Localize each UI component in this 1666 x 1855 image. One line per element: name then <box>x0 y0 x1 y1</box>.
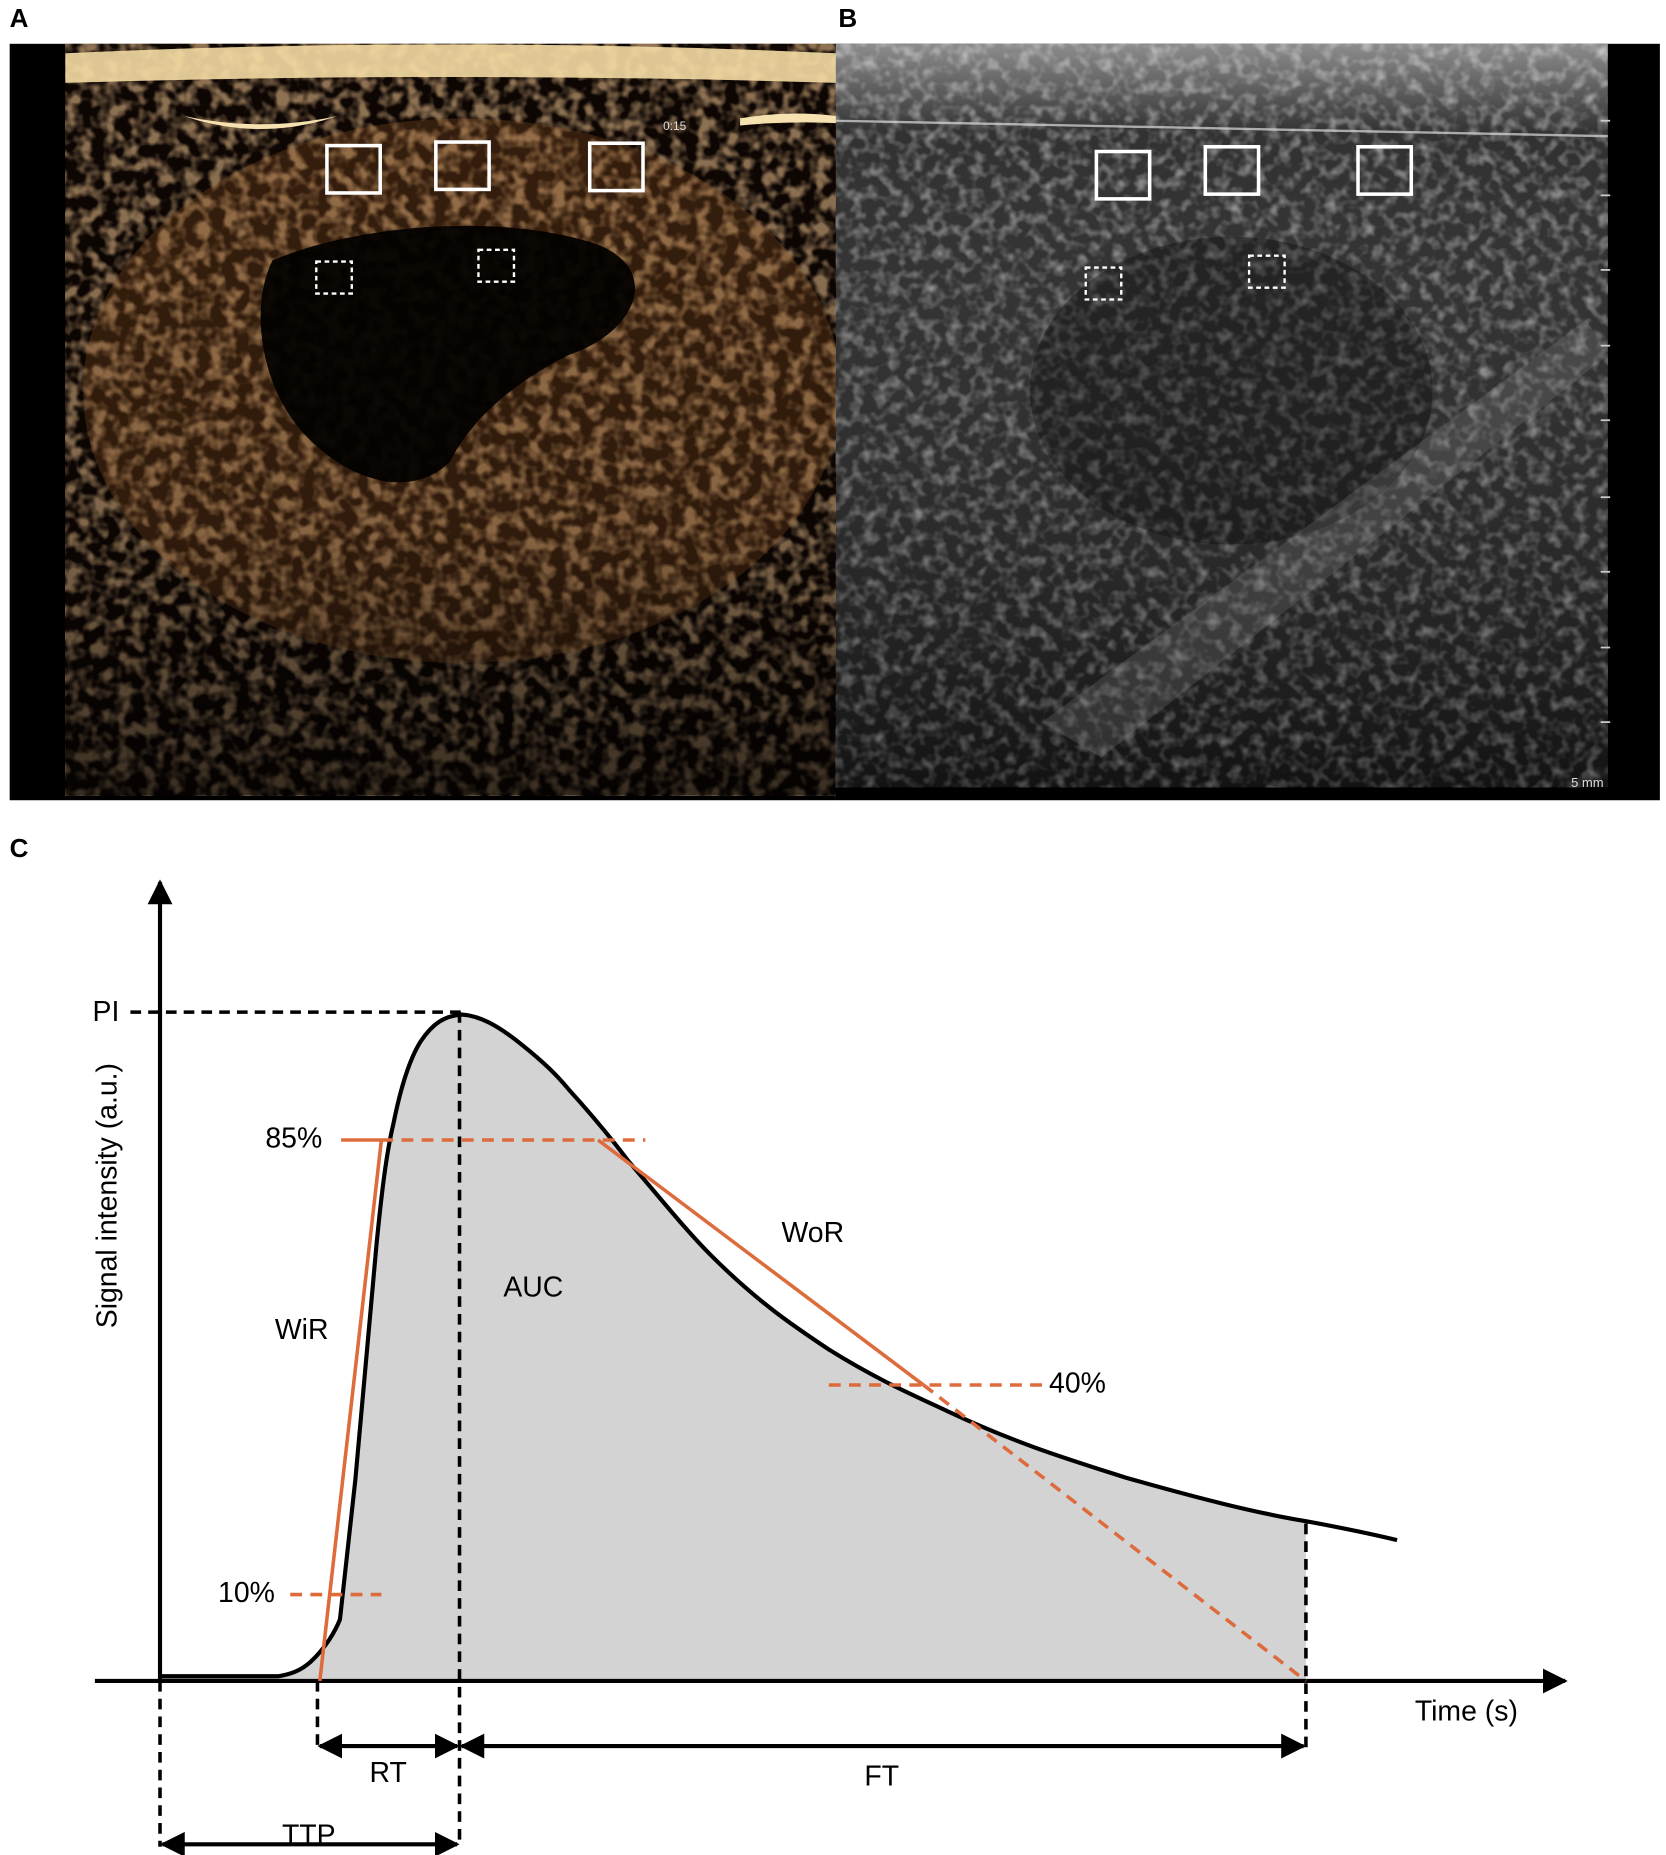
panel-label: A <box>10 3 29 33</box>
percent-label: 10% <box>218 1577 275 1609</box>
panel-label: C <box>10 833 29 863</box>
interval-arrows <box>159 1733 1307 1855</box>
wor-label: WoR <box>782 1217 845 1249</box>
ttp-label: TTP <box>282 1820 336 1852</box>
y-axis-title: Signal intensity (a.u.) <box>92 1063 124 1328</box>
wir-label: WiR <box>275 1314 329 1346</box>
intensity-curve <box>160 1012 1398 1679</box>
x-axis-title: Time (s) <box>1415 1695 1518 1727</box>
percent-label: 40% <box>1049 1368 1106 1400</box>
ultrasound-bmode-image: 5 mm <box>835 43 1660 801</box>
panel-label: B <box>838 3 857 33</box>
ultrasound-contrast-image: 0:15 <box>9 43 841 801</box>
timestamp: 0:15 <box>663 119 686 133</box>
auc-area <box>160 1014 1306 1681</box>
time-intensity-curve-diagram: PI 85% 10% 40% WiR AUC WoR RT FT TTP Tim… <box>92 879 1568 1855</box>
ft-label: FT <box>864 1761 899 1793</box>
pi-label: PI <box>93 996 120 1028</box>
scale-bar-label: 5 mm <box>1571 775 1604 790</box>
rt-label: RT <box>370 1757 407 1789</box>
auc-label: AUC <box>503 1272 563 1304</box>
percent-label: 85% <box>265 1122 322 1154</box>
slope-lines <box>290 1138 1308 1683</box>
